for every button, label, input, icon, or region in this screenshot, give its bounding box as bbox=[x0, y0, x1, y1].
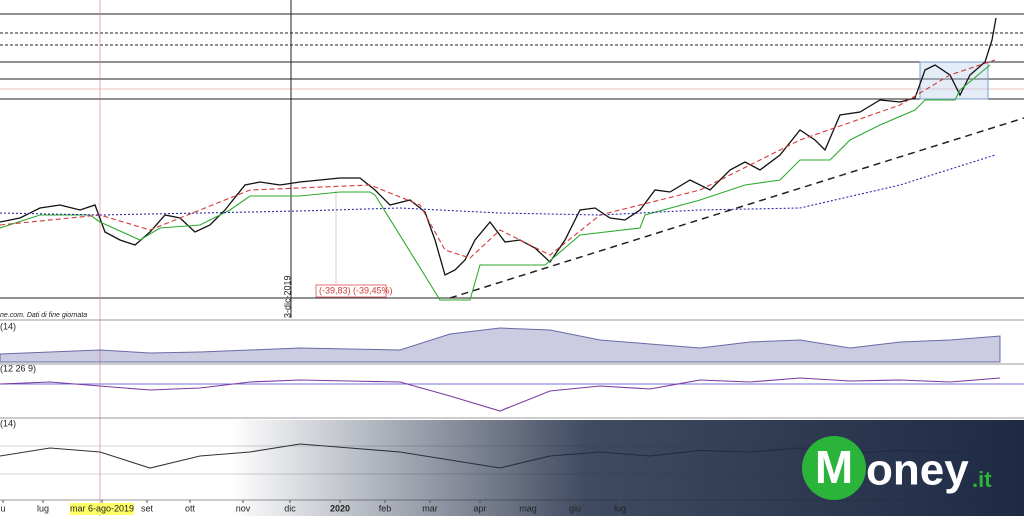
x-axis: u lug mar 6-ago-2019 set ott nov dic 2020 feb mar… bbox=[0, 500, 626, 515]
marks bbox=[0, 17, 1001, 469]
date-annotation: 3-dic-2019 bbox=[282, 275, 292, 318]
x-tick-label: ott bbox=[185, 503, 196, 513]
x-tick-label: 2020 bbox=[330, 503, 350, 513]
highlight bbox=[70, 503, 134, 515]
svg-text:M: M bbox=[815, 441, 853, 493]
x-tick-label: mag bbox=[519, 503, 537, 513]
x-tick-label: lug bbox=[37, 503, 49, 513]
line bbox=[0, 17, 997, 276]
overlay bbox=[230, 420, 1024, 516]
logo: M oney .it bbox=[802, 436, 992, 500]
x-tick-label: feb bbox=[379, 503, 392, 513]
x-tick-label: lug bbox=[614, 503, 626, 513]
line bbox=[0, 377, 1001, 412]
panel-label: (12 26 9) bbox=[0, 363, 36, 373]
x-tick-label: u bbox=[0, 503, 5, 513]
line bbox=[0, 59, 996, 259]
x-tick-label: nov bbox=[236, 503, 251, 513]
panel-label: (14) bbox=[0, 418, 16, 428]
svg-text:oney: oney bbox=[866, 446, 969, 495]
change-annotation: (-39,83) (-39,45%) bbox=[319, 285, 393, 295]
x-tick-label: apr bbox=[473, 503, 486, 513]
x-tick-label: mar bbox=[422, 503, 438, 513]
x-tick-label: mar 6-ago-2019 bbox=[70, 503, 134, 513]
x-tick-label: giu bbox=[569, 503, 581, 513]
x-tick-label: set bbox=[141, 503, 154, 513]
panel-label: (14) bbox=[0, 321, 16, 331]
x-tick-label: dic bbox=[284, 503, 296, 513]
line bbox=[0, 154, 996, 216]
svg-text:.it: .it bbox=[972, 467, 992, 492]
area bbox=[0, 327, 1001, 363]
source-note: ne.com. Dati di fine giornata bbox=[0, 312, 87, 319]
line bbox=[0, 64, 991, 301]
